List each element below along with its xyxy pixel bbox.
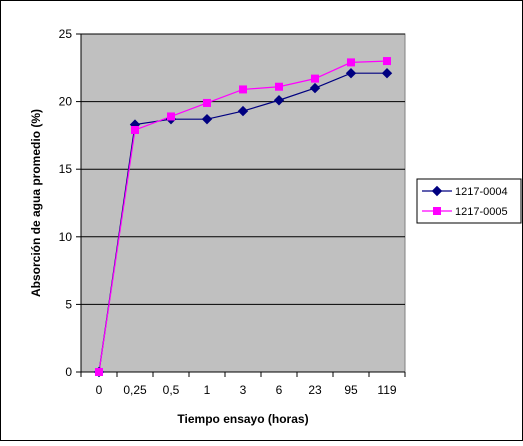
legend-box	[416, 178, 522, 224]
data-point	[203, 98, 211, 107]
x-tick-label: 23	[308, 383, 322, 397]
y-tick-label: 5	[65, 297, 72, 311]
plot-area	[80, 33, 406, 373]
data-point	[309, 82, 321, 94]
axes	[76, 33, 406, 377]
x-tick-label: 0	[96, 383, 103, 397]
data-point	[345, 68, 357, 79]
data-point	[95, 368, 103, 376]
data-point	[167, 112, 175, 121]
data-point	[273, 95, 285, 106]
x-tick-label: 6	[276, 383, 283, 397]
x-tick-label: 0,25	[123, 383, 147, 397]
data-point	[131, 125, 139, 134]
gridlines	[81, 33, 405, 305]
y-axis-title: Absorción de agua promedio (%)	[29, 109, 43, 297]
x-tick-label: 119	[377, 383, 396, 397]
data-point	[311, 74, 319, 83]
data-point	[239, 85, 247, 94]
data-point	[383, 57, 391, 66]
series-markers	[93, 57, 393, 378]
legend-marker	[431, 185, 443, 197]
y-tick-labels: 0 5 10 15 20 25	[59, 27, 73, 379]
legend: 1217-0004 1217-0005	[416, 178, 522, 224]
data-point	[201, 113, 213, 125]
x-axis-title: Tiempo ensayo (horas)	[177, 412, 308, 426]
legend-label: 1217-0005	[455, 206, 508, 218]
y-tick-label: 0	[65, 365, 72, 379]
x-tick-label: 0,5	[163, 383, 180, 397]
data-point	[381, 68, 393, 79]
x-tick-labels: 0 0,25 0,5 1 3 6 23 95 119	[96, 383, 397, 397]
data-point	[237, 105, 249, 117]
y-tick-label: 15	[59, 162, 73, 176]
data-point	[347, 58, 355, 67]
y-tick-label: 10	[59, 230, 73, 244]
x-tick-label: 95	[344, 383, 358, 397]
data-point	[275, 82, 283, 91]
x-tick-label: 1	[204, 383, 211, 397]
y-tick-label: 20	[59, 95, 73, 109]
y-tick-label: 25	[59, 27, 73, 41]
x-tick-label: 3	[240, 383, 247, 397]
legend-marker	[433, 207, 441, 215]
legend-label: 1217-0004	[455, 186, 508, 198]
